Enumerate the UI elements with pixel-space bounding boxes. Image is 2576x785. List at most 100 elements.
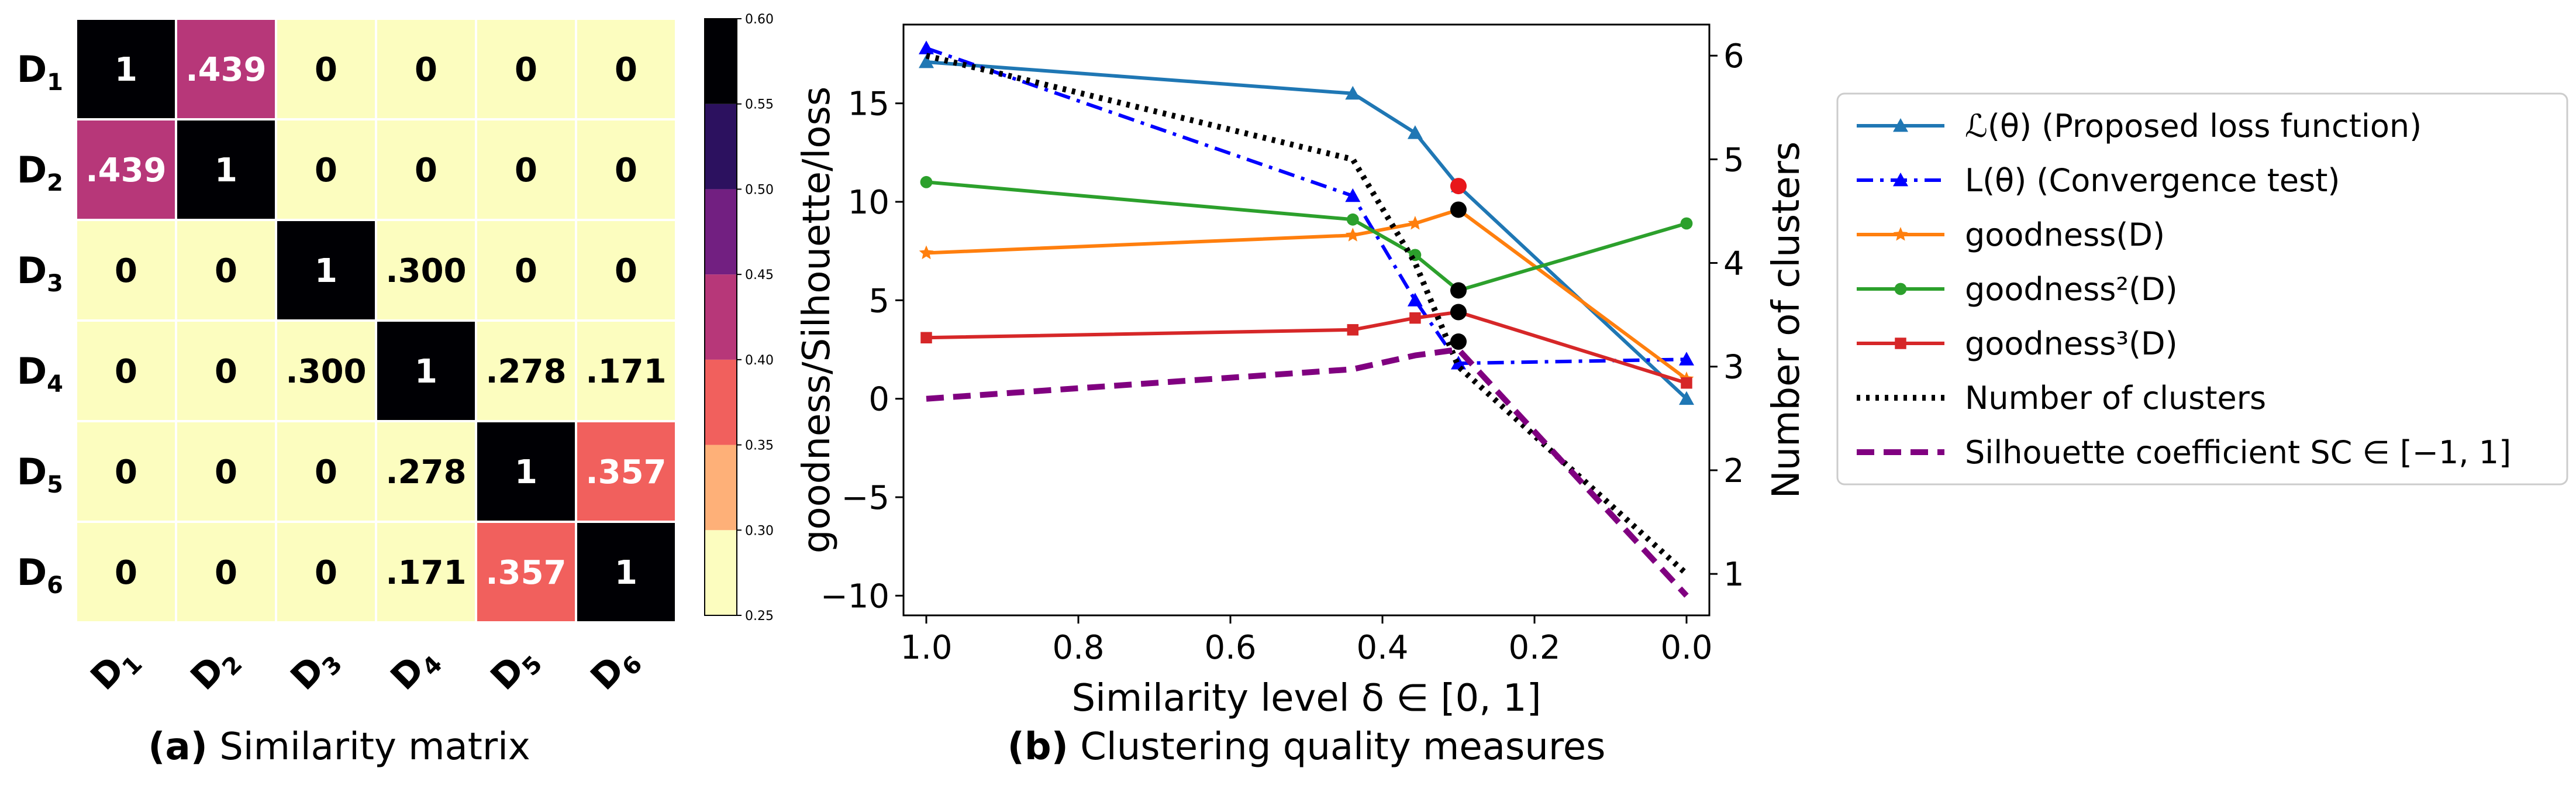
heatmap-cell-label: 1 — [615, 554, 637, 592]
heatmap-cell-label: .357 — [585, 453, 666, 491]
heatmap-cell-label: 0 — [115, 554, 137, 592]
heatmap-cell — [575, 118, 677, 221]
y-axis-left-label: goodness/Silhouette/loss — [795, 87, 839, 553]
heatmap-cell-label: .439 — [185, 51, 266, 89]
colorbar-tick-label: 0.50 — [745, 183, 774, 197]
colorbar-tick-label: 0.35 — [745, 439, 774, 453]
heatmap-cell — [575, 521, 677, 624]
x-tick-label: 0.2 — [1508, 629, 1560, 667]
heatmap-row-label: D5 — [17, 450, 63, 498]
heatmap-col-label: D5 — [483, 637, 548, 702]
heatmap-cell-label: 1 — [215, 152, 237, 190]
heatmap-cell-label: 0 — [515, 152, 537, 190]
heatmap-row-label: D2 — [17, 149, 63, 197]
row-label-letter: D — [17, 48, 47, 91]
heatmap-cell — [375, 219, 477, 322]
caption-a-text: Similarity matrix — [208, 725, 530, 769]
x-tick-label: 1.0 — [900, 629, 952, 667]
heatmap-cell-label: .171 — [385, 554, 466, 592]
series-marker — [1409, 312, 1421, 324]
heatmap-cell-label: 0 — [615, 51, 637, 89]
heatmap-cell-label: 0 — [115, 252, 137, 290]
heatmap-cell — [175, 319, 277, 422]
colorbar-tick-label: 0.30 — [745, 524, 774, 538]
series-marker — [919, 40, 934, 54]
row-label-subscript: 3 — [47, 270, 63, 297]
row-label-subscript: 4 — [47, 371, 63, 398]
heatmap-col-label: D1 — [83, 637, 148, 702]
heatmap-cell-label: 0 — [215, 453, 237, 491]
heatmap-cell — [75, 521, 177, 624]
heatmap-cell-label: .171 — [585, 353, 666, 391]
y-left-tick-label: 0 — [868, 381, 889, 419]
colorbar-band — [705, 274, 737, 360]
heatmap-cell-label: 0 — [515, 51, 537, 89]
heatmap-cell-label: 0 — [115, 453, 137, 491]
legend-entry: ℒ(θ) (Proposed loss function) — [1965, 108, 2422, 144]
heatmap-cell-label: 0 — [515, 252, 537, 290]
colorbar-band — [705, 530, 737, 615]
row-label-letter: D — [17, 350, 47, 392]
series-marker — [919, 245, 934, 260]
series-marker — [1680, 217, 1693, 230]
heatmap-cell-label: 0 — [415, 152, 437, 190]
row-label-subscript: 5 — [47, 471, 63, 498]
heatmap-cell — [175, 219, 277, 322]
similarity-heatmap: 1 .439 0 0 0 0 .439 1 0 0 0 0 0 0 1 .300 0 0 0 0 .300 1 .278 .1… — [75, 18, 677, 624]
series-marker — [1345, 188, 1361, 202]
y-right-tick-label: 3 — [1723, 349, 1744, 387]
heatmap-cell — [575, 18, 677, 120]
caption-b: (b) Clustering quality measures — [1008, 725, 1606, 769]
highlight-point — [1450, 282, 1467, 299]
colorbar-band — [705, 445, 737, 531]
colorbar-frame — [704, 18, 737, 616]
heatmap-cell — [575, 420, 677, 523]
series-line — [925, 53, 1689, 576]
heatmap-cell — [75, 319, 177, 422]
heatmap-cell-label: 0 — [315, 51, 337, 89]
highlight-point — [1450, 304, 1467, 321]
series-lines — [919, 40, 1694, 598]
caption-a-label: (a) — [148, 725, 208, 769]
series-marker — [1893, 227, 1908, 241]
legend-entry: goodness(D) — [1965, 216, 2165, 253]
row-label-letter: D — [17, 149, 47, 191]
legend-entry: goodness³(D) — [1965, 325, 2178, 362]
caption-a: (a) Similarity matrix — [148, 725, 530, 769]
series-marker — [1408, 216, 1423, 230]
heatmap-cell-label: 0 — [215, 554, 237, 592]
y-axis-left-ticks: 15 10 5 0 −5 −10 — [820, 85, 904, 615]
y-left-tick-label: 5 — [868, 282, 889, 320]
heatmap-cell-label: 0 — [615, 252, 637, 290]
heatmap-col-label: D4 — [383, 637, 448, 702]
series-marker — [1346, 213, 1359, 226]
heatmap-col-label: D2 — [183, 637, 248, 702]
heatmap-cell — [275, 319, 377, 422]
legend-entry: Silhouette coefficient SC ∈ [−1, 1] — [1965, 434, 2511, 471]
legend-box — [1836, 92, 2568, 486]
plot-frame — [902, 23, 1711, 617]
series-marker — [1347, 324, 1359, 336]
colorbar-tick-label: 0.55 — [745, 98, 774, 112]
heatmap-cell-label: .278 — [485, 353, 566, 391]
caption-b-text: Clustering quality measures — [1068, 725, 1606, 769]
heatmap-cell-label: 1 — [515, 453, 537, 491]
row-label-subscript: 2 — [47, 170, 63, 197]
series-marker — [1895, 338, 1906, 349]
series-line — [926, 208, 1688, 381]
heatmap-cell — [375, 420, 477, 523]
colorbar-tick-label: 0.45 — [745, 268, 774, 283]
series-marker — [1451, 356, 1466, 370]
colorbar-tick-label: 0.60 — [745, 12, 774, 27]
series-marker — [1679, 352, 1694, 366]
heatmap-cell — [375, 118, 477, 221]
heatmap-cell — [575, 219, 677, 322]
heatmap-cell — [575, 319, 677, 422]
heatmap-cell-label: .300 — [385, 252, 466, 290]
heatmap-cell-label: .300 — [285, 353, 366, 391]
series-marker — [1407, 292, 1423, 307]
heatmap-cell — [75, 18, 177, 120]
legend-entry: Number of clusters — [1965, 380, 2266, 416]
heatmap-cell-label: .439 — [85, 152, 166, 190]
heatmap-cell-label: 0 — [415, 51, 437, 89]
